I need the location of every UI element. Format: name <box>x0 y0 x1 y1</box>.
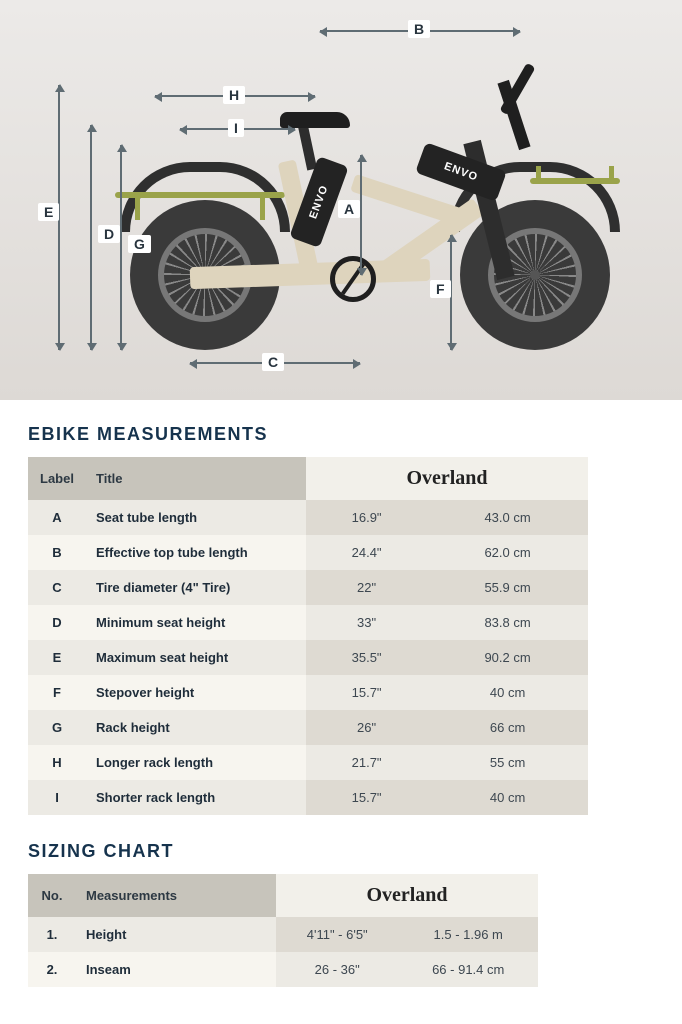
dimension-f: F <box>450 235 452 350</box>
dimension-label-i: I <box>228 119 244 137</box>
col-measurements: Measurements <box>76 874 276 917</box>
page: ENVO ENVO B H I C A F E D G EBIKE MEASUR… <box>0 0 682 1017</box>
bike-diagram: ENVO ENVO B H I C A F E D G <box>0 0 682 400</box>
cell-metric: 55 cm <box>427 745 588 780</box>
cell-label: G <box>28 710 86 745</box>
cell-label: C <box>28 570 86 605</box>
cell-imperial: 15.7" <box>306 675 427 710</box>
cell-no: 2. <box>28 952 76 987</box>
crankset <box>330 256 376 302</box>
cell-metric: 40 cm <box>427 675 588 710</box>
cell-metric: 83.8 cm <box>427 605 588 640</box>
dimension-a: A <box>360 155 362 275</box>
table-row: ASeat tube length16.9"43.0 cm <box>28 500 588 535</box>
cell-metric: 66 - 91.4 cm <box>398 952 538 987</box>
cell-metric: 1.5 - 1.96 m <box>398 917 538 952</box>
col-label: Label <box>28 457 86 500</box>
cell-title: Minimum seat height <box>86 605 306 640</box>
cell-metric: 43.0 cm <box>427 500 588 535</box>
content-area: EBIKE MEASUREMENTS Label Title Overland … <box>0 400 682 1017</box>
table-row: IShorter rack length15.7"40 cm <box>28 780 588 815</box>
table-row: EMaximum seat height35.5"90.2 cm <box>28 640 588 675</box>
dimension-h: H <box>155 95 315 97</box>
cell-title: Seat tube length <box>86 500 306 535</box>
table-row: 1.Height4'11" - 6'5"1.5 - 1.96 m <box>28 917 538 952</box>
dimension-label-a: A <box>338 200 360 218</box>
cell-label: E <box>28 640 86 675</box>
table-row: CTire diameter (4" Tire)22"55.9 cm <box>28 570 588 605</box>
cell-metric: 40 cm <box>427 780 588 815</box>
cell-label: A <box>28 500 86 535</box>
cell-title: Longer rack length <box>86 745 306 780</box>
dimension-label-c: C <box>262 353 284 371</box>
cell-label: I <box>28 780 86 815</box>
dimension-g: G <box>120 145 122 350</box>
cell-title: Effective top tube length <box>86 535 306 570</box>
cell-measurement: Inseam <box>76 952 276 987</box>
cell-imperial: 33" <box>306 605 427 640</box>
rear-rack <box>115 192 285 198</box>
cell-imperial: 16.9" <box>306 500 427 535</box>
cell-metric: 55.9 cm <box>427 570 588 605</box>
cell-label: D <box>28 605 86 640</box>
dimension-label-b: B <box>408 20 430 38</box>
cell-label: H <box>28 745 86 780</box>
cell-title: Tire diameter (4" Tire) <box>86 570 306 605</box>
table-row: FStepover height15.7"40 cm <box>28 675 588 710</box>
dimension-b: B <box>320 30 520 32</box>
sizing-heading: SIZING CHART <box>28 841 654 862</box>
table-row: HLonger rack length21.7"55 cm <box>28 745 588 780</box>
cell-imperial: 21.7" <box>306 745 427 780</box>
cell-no: 1. <box>28 917 76 952</box>
col-title: Title <box>86 457 306 500</box>
cell-title: Rack height <box>86 710 306 745</box>
cell-title: Stepover height <box>86 675 306 710</box>
cell-measurement: Height <box>76 917 276 952</box>
col-no: No. <box>28 874 76 917</box>
dimension-c: C <box>190 362 360 364</box>
cell-metric: 66 cm <box>427 710 588 745</box>
dimension-label-e: E <box>38 203 59 221</box>
dimension-i: I <box>180 128 295 130</box>
col-model-sizing: Overland <box>276 874 538 917</box>
measurements-table: Label Title Overland ASeat tube length16… <box>28 457 588 815</box>
cell-imperial: 26" <box>306 710 427 745</box>
cell-imperial: 24.4" <box>306 535 427 570</box>
table-row: GRack height26"66 cm <box>28 710 588 745</box>
cell-imperial: 35.5" <box>306 640 427 675</box>
sizing-table: No. Measurements Overland 1.Height4'11" … <box>28 874 538 987</box>
cell-imperial: 4'11" - 6'5" <box>276 917 398 952</box>
dimension-label-f: F <box>430 280 451 298</box>
measurements-header-row: Label Title Overland <box>28 457 588 500</box>
cell-imperial: 26 - 36" <box>276 952 398 987</box>
dimension-label-d: D <box>98 225 120 243</box>
cell-label: B <box>28 535 86 570</box>
col-model: Overland <box>306 457 588 500</box>
front-rack <box>530 178 620 184</box>
table-row: 2.Inseam26 - 36"66 - 91.4 cm <box>28 952 538 987</box>
dimension-e: E <box>58 85 60 350</box>
cell-imperial: 22" <box>306 570 427 605</box>
table-row: DMinimum seat height33"83.8 cm <box>28 605 588 640</box>
dimension-label-h: H <box>223 86 245 104</box>
cell-title: Maximum seat height <box>86 640 306 675</box>
measurements-heading: EBIKE MEASUREMENTS <box>28 424 654 445</box>
sizing-header-row: No. Measurements Overland <box>28 874 538 917</box>
cell-metric: 90.2 cm <box>427 640 588 675</box>
dimension-label-g: G <box>128 235 151 253</box>
cell-title: Shorter rack length <box>86 780 306 815</box>
cell-metric: 62.0 cm <box>427 535 588 570</box>
cell-imperial: 15.7" <box>306 780 427 815</box>
table-row: BEffective top tube length24.4"62.0 cm <box>28 535 588 570</box>
dimension-d: D <box>90 125 92 350</box>
cell-label: F <box>28 675 86 710</box>
